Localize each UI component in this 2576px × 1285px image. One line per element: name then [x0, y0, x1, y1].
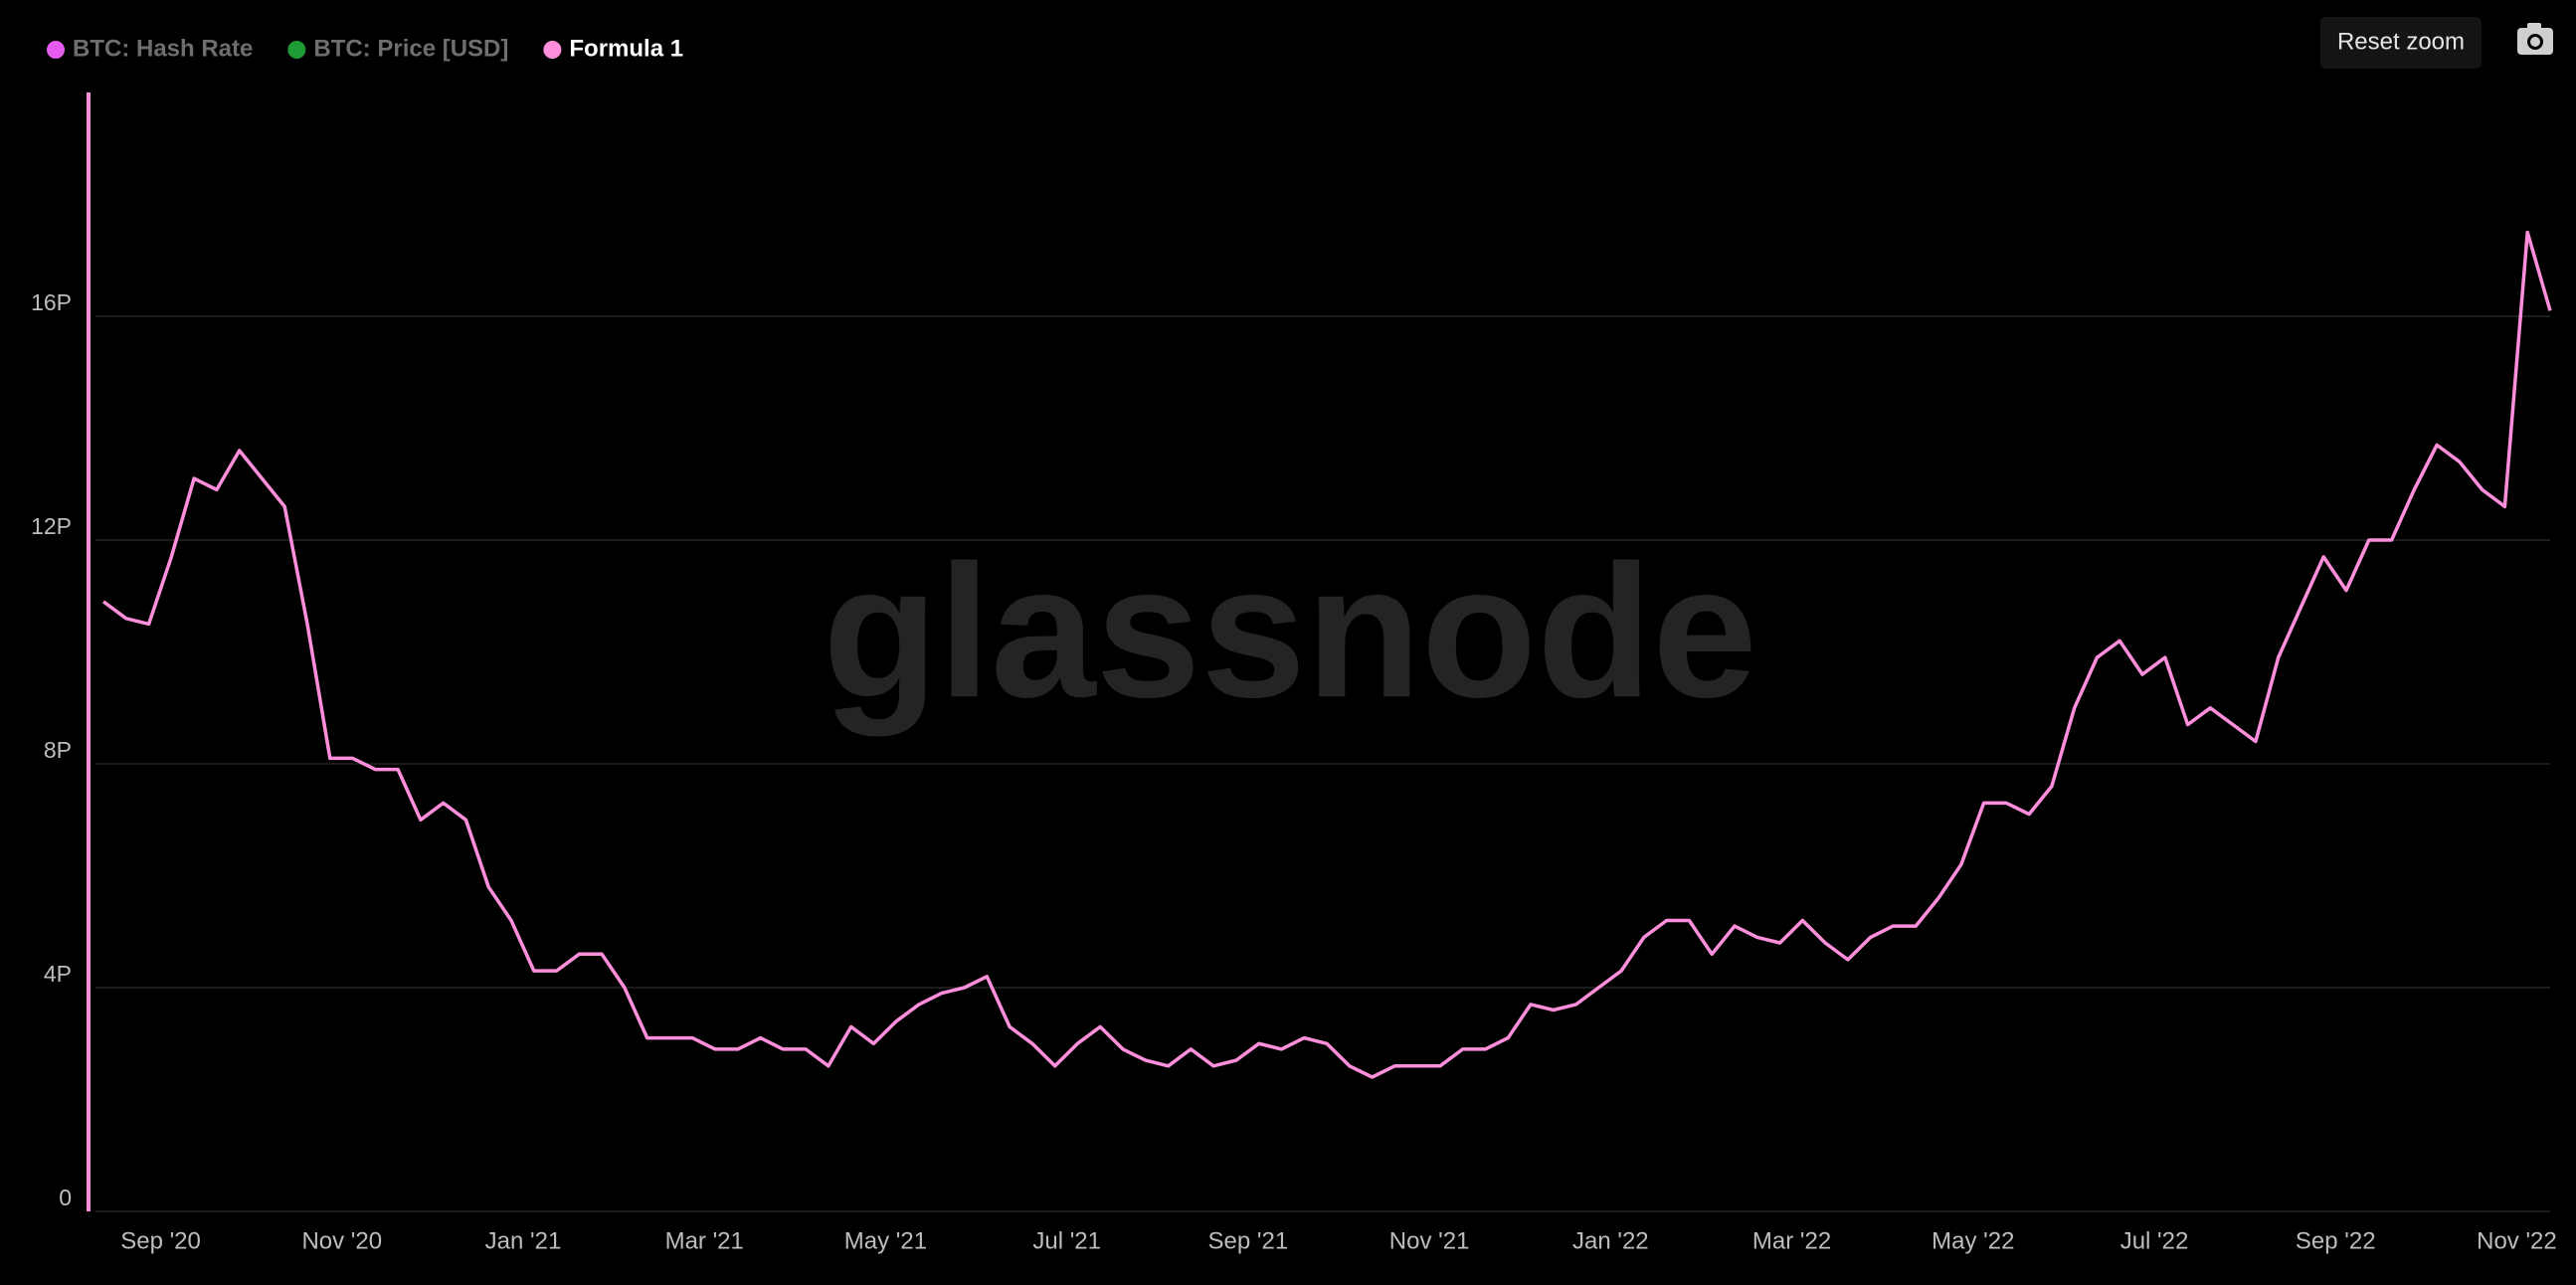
y-tick-label: 12P [31, 513, 72, 539]
x-tick-label: Jul '22 [2120, 1227, 2189, 1254]
x-tick-label: Jan '21 [485, 1227, 562, 1254]
x-tick-label: Sep '20 [120, 1227, 201, 1254]
camera-top[interactable] [2527, 23, 2541, 30]
x-tick-label: May '22 [1932, 1227, 2014, 1254]
reset-zoom-button[interactable]: Reset zoom [2320, 17, 2482, 69]
watermark: glassnode [823, 526, 1757, 737]
y-tick-label: 8P [44, 737, 72, 763]
x-tick-label: May '21 [844, 1227, 927, 1254]
legend-marker[interactable] [543, 41, 562, 59]
legend-label[interactable]: BTC: Price [USD] [313, 35, 508, 62]
x-tick-label: Nov '21 [1389, 1227, 1470, 1254]
x-tick-label: Jan '22 [1572, 1227, 1649, 1254]
series-line [101, 230, 2552, 1079]
y-tick-label: 16P [31, 289, 72, 315]
x-tick-label: Sep '22 [2296, 1227, 2376, 1254]
x-tick-label: Mar '22 [1752, 1227, 1831, 1254]
button-bg[interactable] [2320, 17, 2482, 69]
x-tick-label: Nov '20 [301, 1227, 382, 1254]
x-tick-label: Sep '21 [1208, 1227, 1289, 1254]
legend-marker[interactable] [47, 41, 65, 59]
camera-lens-inner[interactable] [2530, 37, 2540, 47]
x-tick-label: Mar '21 [665, 1227, 744, 1254]
button-label[interactable]: Reset zoom [2337, 28, 2465, 55]
y-tick-label: 4P [44, 961, 72, 987]
legend-label[interactable]: Formula 1 [569, 35, 683, 62]
legend-label[interactable]: BTC: Hash Rate [73, 35, 253, 62]
x-tick-label: Nov '22 [2477, 1227, 2557, 1254]
camera-icon[interactable] [2517, 23, 2553, 55]
x-tick-label: Jul '21 [1032, 1227, 1101, 1254]
y-tick-label: 0 [59, 1185, 72, 1210]
legend-marker[interactable] [287, 41, 306, 59]
